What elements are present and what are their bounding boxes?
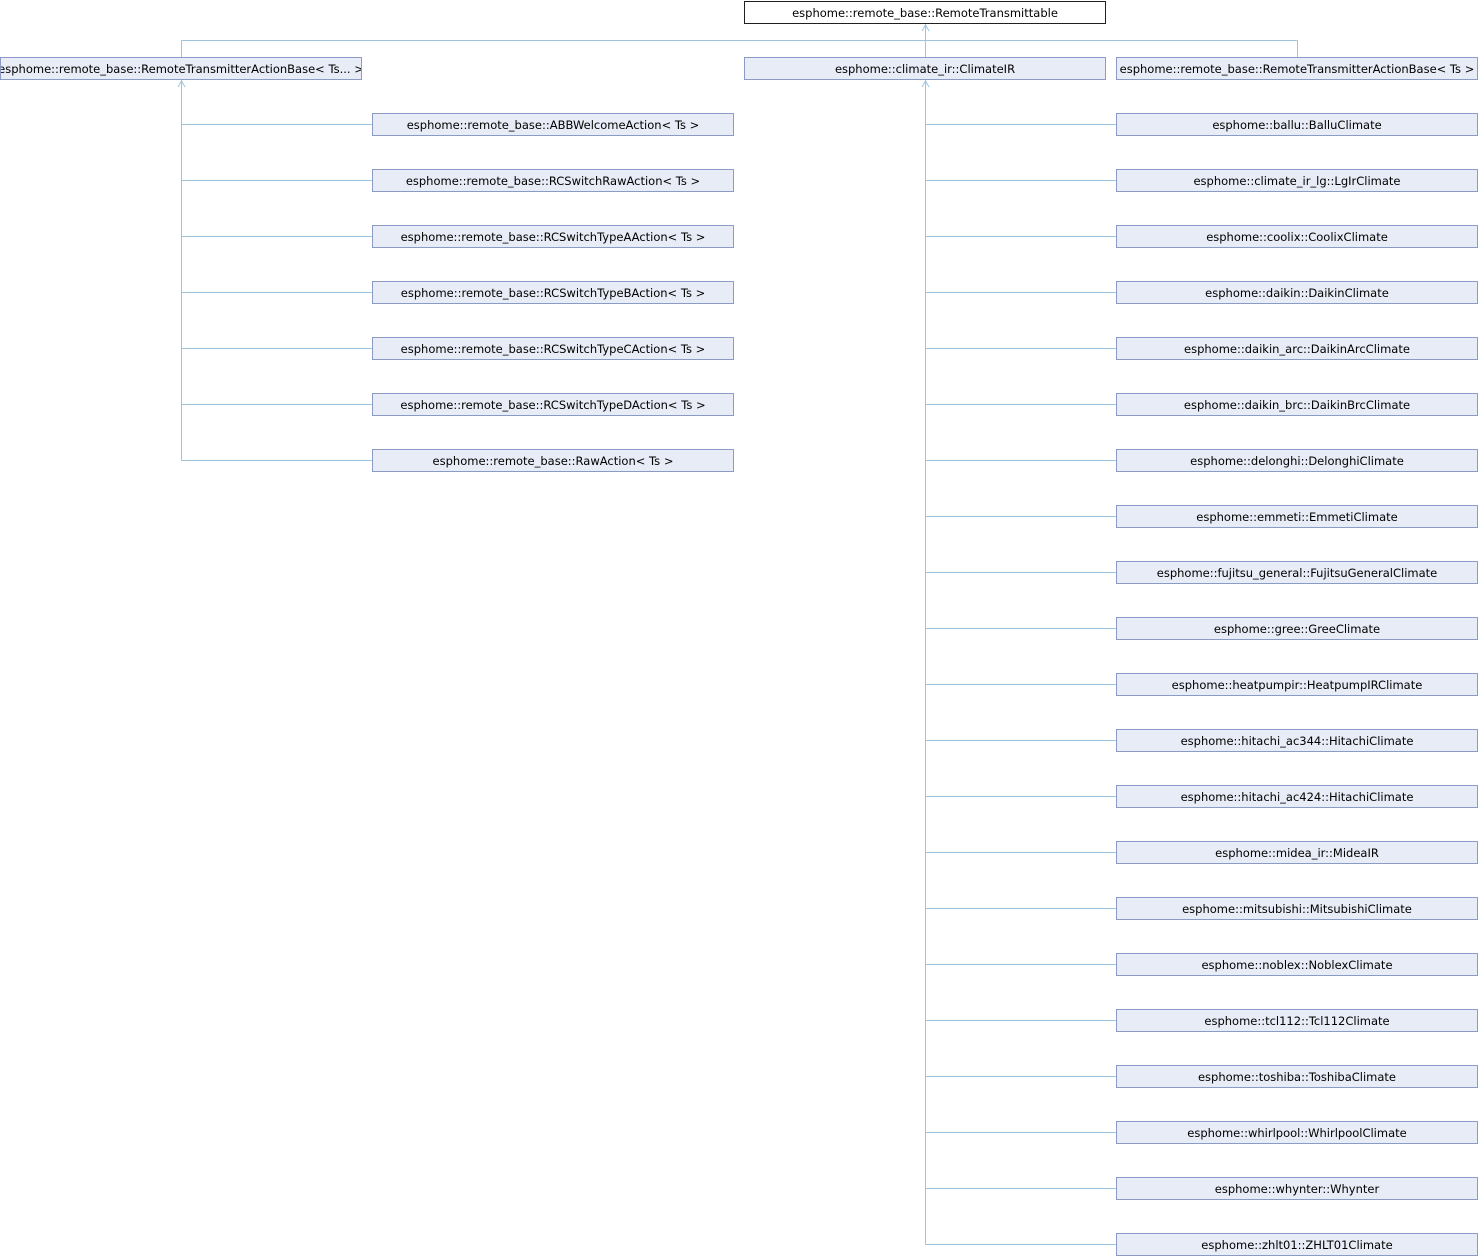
node-raw-action[interactable]: esphome::remote_base::RawAction< Ts > xyxy=(372,449,734,472)
arrowhead-climate-ir xyxy=(921,80,930,88)
node-hitachi-ac344-climate[interactable]: esphome::hitachi_ac344::HitachiClimate xyxy=(1116,729,1478,752)
node-daikin-brc-climate[interactable]: esphome::daikin_brc::DaikinBrcClimate xyxy=(1116,393,1478,416)
node-hitachi-ac424-climate[interactable]: esphome::hitachi_ac424::HitachiClimate xyxy=(1116,785,1478,808)
node-abb-welcome-action[interactable]: esphome::remote_base::ABBWelcomeAction< … xyxy=(372,113,734,136)
node-mitsubishi-climate[interactable]: esphome::mitsubishi::MitsubishiClimate xyxy=(1116,897,1478,920)
node-climate-ir[interactable]: esphome::climate_ir::ClimateIR xyxy=(744,57,1106,80)
node-zhlt01-climate[interactable]: esphome::zhlt01::ZHLT01Climate xyxy=(1116,1233,1478,1256)
node-remote-transmittable: esphome::remote_base::RemoteTransmittabl… xyxy=(744,1,1106,24)
node-lg-ir-climate[interactable]: esphome::climate_ir_lg::LgIrClimate xyxy=(1116,169,1478,192)
node-toshiba-climate[interactable]: esphome::toshiba::ToshibaClimate xyxy=(1116,1065,1478,1088)
node-heatpump-ir-climate[interactable]: esphome::heatpumpir::HeatpumpIRClimate xyxy=(1116,673,1478,696)
node-daikin-arc-climate[interactable]: esphome::daikin_arc::DaikinArcClimate xyxy=(1116,337,1478,360)
node-rcswitch-type-c-action[interactable]: esphome::remote_base::RCSwitchTypeCActio… xyxy=(372,337,734,360)
node-emmeti-climate[interactable]: esphome::emmeti::EmmetiClimate xyxy=(1116,505,1478,528)
node-whynter[interactable]: esphome::whynter::Whynter xyxy=(1116,1177,1478,1200)
node-whirlpool-climate[interactable]: esphome::whirlpool::WhirlpoolClimate xyxy=(1116,1121,1478,1144)
node-delonghi-climate[interactable]: esphome::delonghi::DelonghiClimate xyxy=(1116,449,1478,472)
node-coolix-climate[interactable]: esphome::coolix::CoolixClimate xyxy=(1116,225,1478,248)
node-remote-transmitter-action-base-ts[interactable]: esphome::remote_base::RemoteTransmitterA… xyxy=(1116,57,1478,80)
node-rcswitch-type-d-action[interactable]: esphome::remote_base::RCSwitchTypeDActio… xyxy=(372,393,734,416)
node-rcswitch-type-a-action[interactable]: esphome::remote_base::RCSwitchTypeAActio… xyxy=(372,225,734,248)
node-midea-ir[interactable]: esphome::midea_ir::MideaIR xyxy=(1116,841,1478,864)
node-rcswitch-type-b-action[interactable]: esphome::remote_base::RCSwitchTypeBActio… xyxy=(372,281,734,304)
node-gree-climate[interactable]: esphome::gree::GreeClimate xyxy=(1116,617,1478,640)
node-noblex-climate[interactable]: esphome::noblex::NoblexClimate xyxy=(1116,953,1478,976)
node-rcswitch-raw-action[interactable]: esphome::remote_base::RCSwitchRawAction<… xyxy=(372,169,734,192)
node-tcl112-climate[interactable]: esphome::tcl112::Tcl112Climate xyxy=(1116,1009,1478,1032)
node-ballu-climate[interactable]: esphome::ballu::BalluClimate xyxy=(1116,113,1478,136)
node-remote-transmitter-action-base-ts-pack[interactable]: esphome::remote_base::RemoteTransmitterA… xyxy=(0,57,362,80)
node-fujitsu-general-climate[interactable]: esphome::fujitsu_general::FujitsuGeneral… xyxy=(1116,561,1478,584)
arrowhead-root xyxy=(921,24,930,32)
arrowhead-action-base xyxy=(177,80,186,88)
node-daikin-climate[interactable]: esphome::daikin::DaikinClimate xyxy=(1116,281,1478,304)
